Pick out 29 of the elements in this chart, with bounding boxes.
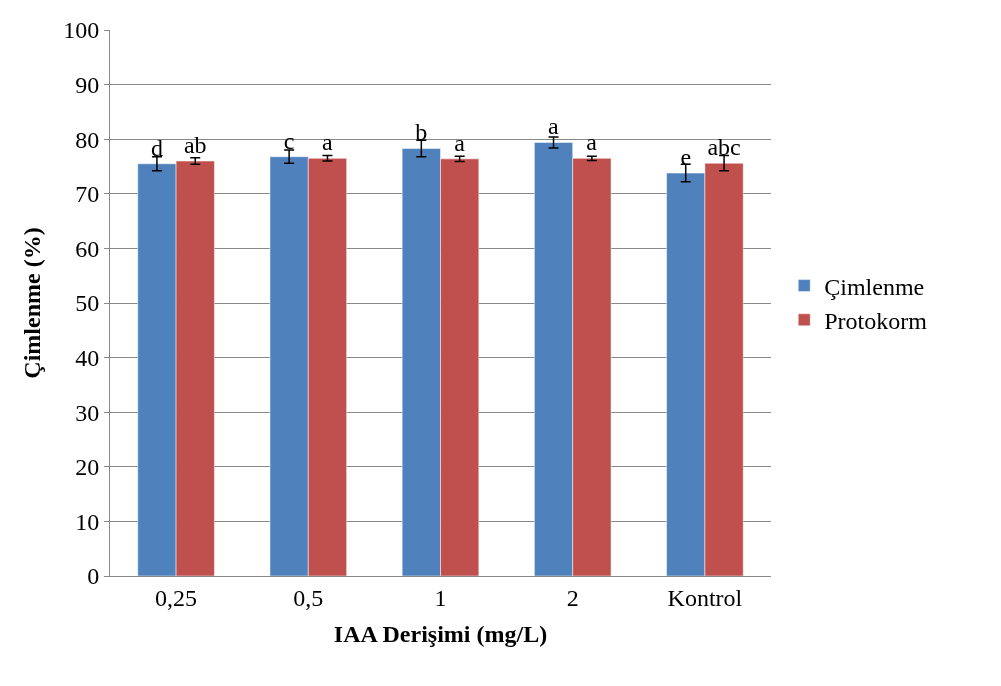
y-tick-label: 90	[75, 72, 100, 98]
y-tick-label: 70	[75, 181, 100, 208]
y-tick-label: 30	[75, 399, 100, 426]
y-axis-title: Çimlenme (%)	[19, 227, 46, 379]
data-label: a	[586, 129, 598, 156]
x-tick-label: 0,25	[155, 584, 198, 611]
x-axis-title: IAA Derişimi (mg/L)	[333, 621, 548, 648]
legend-label: Protokorm	[824, 308, 928, 335]
data-label: c	[283, 127, 295, 154]
y-tick-label: 100	[63, 17, 100, 44]
x-tick-label: 2	[566, 584, 579, 611]
data-label: a	[321, 129, 333, 156]
y-tick-label: 50	[75, 290, 100, 317]
y-tick-label: 0	[87, 563, 100, 590]
data-label: b	[415, 119, 428, 146]
legend-label: Çimlenme	[824, 273, 925, 300]
x-tick-label: 1	[434, 584, 447, 611]
y-tick-label: 40	[75, 345, 100, 371]
y-tick-label: 10	[75, 508, 100, 535]
x-tick-label: Kontrol	[667, 584, 743, 611]
data-label: abc	[707, 134, 741, 161]
data-label: a	[454, 129, 466, 156]
data-label: d	[150, 134, 163, 161]
y-tick-label: 80	[75, 126, 100, 153]
data-label: a	[548, 113, 560, 140]
x-tick-label: 0,5	[293, 584, 324, 611]
data-label: ab	[183, 132, 207, 159]
y-tick-label: 20	[75, 454, 100, 481]
y-tick-label: 60	[75, 235, 100, 262]
